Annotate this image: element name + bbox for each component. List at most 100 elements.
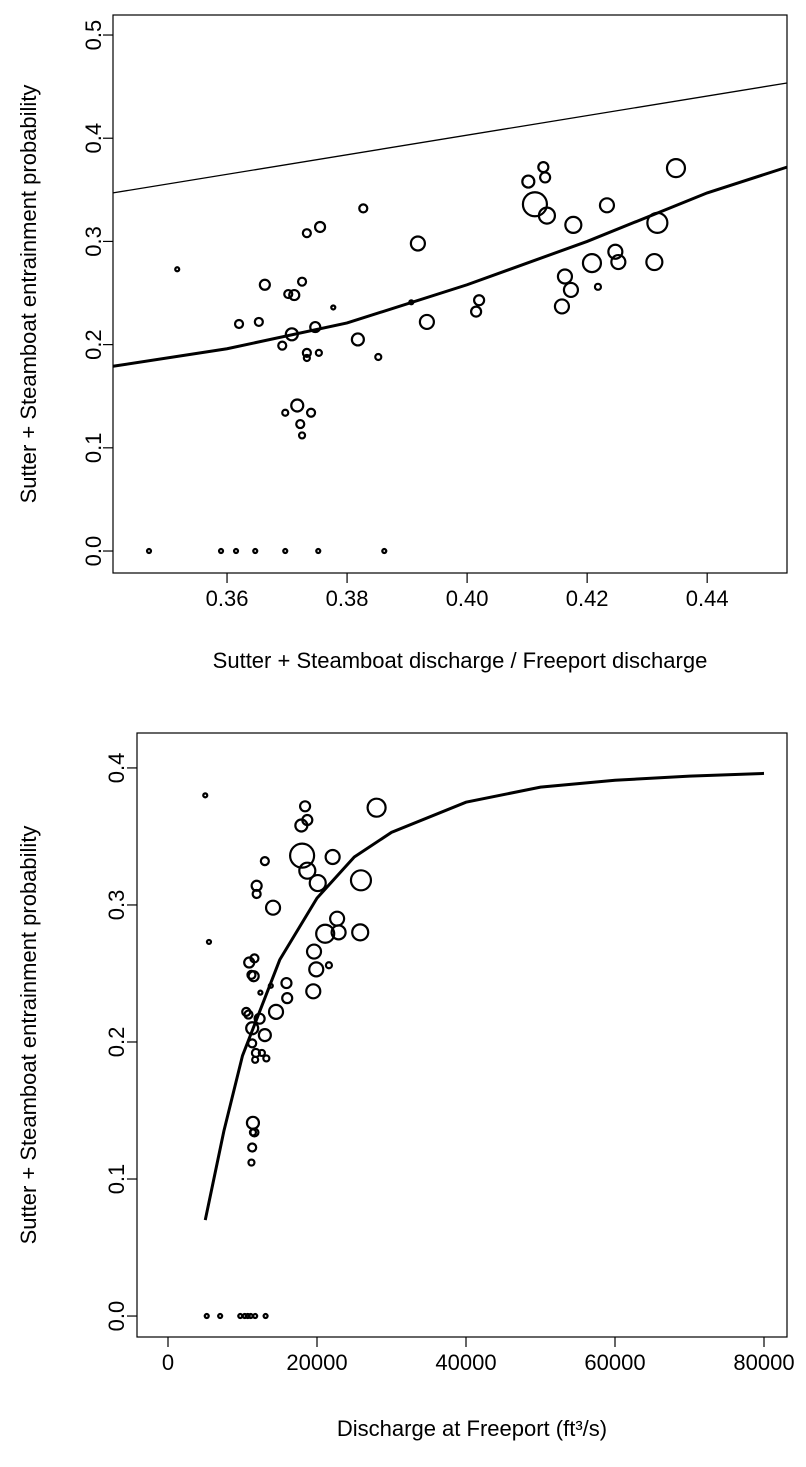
point — [267, 1003, 285, 1020]
fit-line — [112, 82, 788, 194]
point — [280, 976, 293, 990]
point — [288, 288, 301, 302]
y-tick-label: 0.0 — [81, 536, 106, 567]
point — [351, 923, 370, 942]
point — [330, 924, 347, 941]
y-tick-label: 0.0 — [104, 1301, 129, 1332]
x-axis-title: Sutter + Steamboat discharge / Freeport … — [213, 648, 708, 673]
point — [408, 299, 415, 306]
point — [253, 1012, 266, 1025]
point — [262, 1312, 269, 1320]
point — [257, 1028, 272, 1043]
point — [203, 1312, 210, 1320]
y-tick-label: 0.3 — [104, 890, 129, 921]
point — [324, 961, 334, 970]
y-tick-label: 0.3 — [81, 226, 106, 257]
point — [645, 252, 664, 272]
point — [257, 989, 264, 996]
point — [205, 938, 213, 946]
point — [330, 304, 337, 311]
point — [232, 547, 240, 555]
point — [281, 408, 290, 417]
point — [267, 982, 274, 989]
point — [245, 1021, 260, 1036]
point — [607, 243, 624, 260]
x-tick-label: 20000 — [286, 1350, 347, 1375]
point — [301, 347, 312, 358]
point — [250, 879, 263, 892]
point — [301, 228, 312, 239]
y-tick-label: 0.1 — [104, 1164, 129, 1195]
point — [305, 407, 317, 418]
point — [264, 899, 282, 916]
point — [243, 1009, 254, 1020]
point — [282, 547, 289, 555]
fit-line — [203, 771, 765, 1221]
point — [349, 869, 373, 892]
point — [295, 418, 306, 430]
point — [249, 953, 260, 964]
point — [598, 197, 616, 214]
point — [581, 252, 603, 274]
point — [297, 431, 307, 440]
point — [562, 281, 580, 299]
point — [593, 282, 603, 291]
point — [298, 861, 317, 880]
x-tick-label: 0.40 — [446, 586, 489, 611]
point — [521, 174, 536, 189]
point — [252, 547, 259, 555]
point — [174, 266, 181, 273]
point — [277, 340, 288, 351]
point — [233, 318, 245, 330]
point — [296, 276, 308, 287]
y-tick-label: 0.4 — [104, 753, 129, 784]
point — [315, 923, 336, 944]
x-tick-label: 40000 — [435, 1350, 496, 1375]
point — [289, 842, 316, 869]
y-tick-label: 0.2 — [104, 1027, 129, 1058]
point — [470, 305, 483, 318]
point — [537, 161, 550, 174]
point — [217, 1312, 224, 1320]
point — [252, 1312, 259, 1320]
point — [290, 398, 305, 413]
x-tick-label: 0.38 — [326, 586, 369, 611]
plot-frame — [136, 732, 788, 1338]
point — [202, 792, 209, 799]
point — [313, 220, 327, 234]
x-tick-label: 60000 — [584, 1350, 645, 1375]
point — [539, 171, 552, 184]
point — [309, 320, 322, 334]
x-tick-label: 0.44 — [686, 586, 729, 611]
plot-frame — [112, 14, 788, 574]
point — [302, 353, 311, 363]
point — [381, 547, 388, 555]
y-axis-title: Sutter + Steamboat entrainment probabili… — [16, 85, 41, 504]
point — [298, 800, 312, 813]
point — [308, 873, 327, 893]
x-tick-label: 80000 — [733, 1350, 794, 1375]
point — [665, 158, 687, 179]
panel: 0.36 0.38 0.40 0.42 0.44 0.0 0.1 0.2 0.3 0.4 0.5 Su… — [16, 14, 788, 673]
point — [366, 797, 387, 818]
point — [284, 327, 299, 342]
point — [253, 316, 264, 328]
point — [301, 813, 314, 827]
point — [247, 1142, 258, 1153]
point — [308, 961, 325, 978]
y-tick-label: 0.4 — [81, 123, 106, 154]
point — [247, 1158, 256, 1167]
point — [564, 215, 583, 235]
point — [305, 983, 322, 1000]
point — [374, 352, 383, 362]
y-tick-label: 0.2 — [81, 329, 106, 360]
point — [418, 313, 435, 331]
x-tick-label: 0 — [162, 1350, 174, 1375]
point — [145, 547, 153, 555]
fit-line — [112, 165, 788, 368]
y-tick-label: 0.1 — [81, 433, 106, 464]
y-tick-label: 0.5 — [81, 20, 106, 51]
point — [553, 298, 571, 315]
